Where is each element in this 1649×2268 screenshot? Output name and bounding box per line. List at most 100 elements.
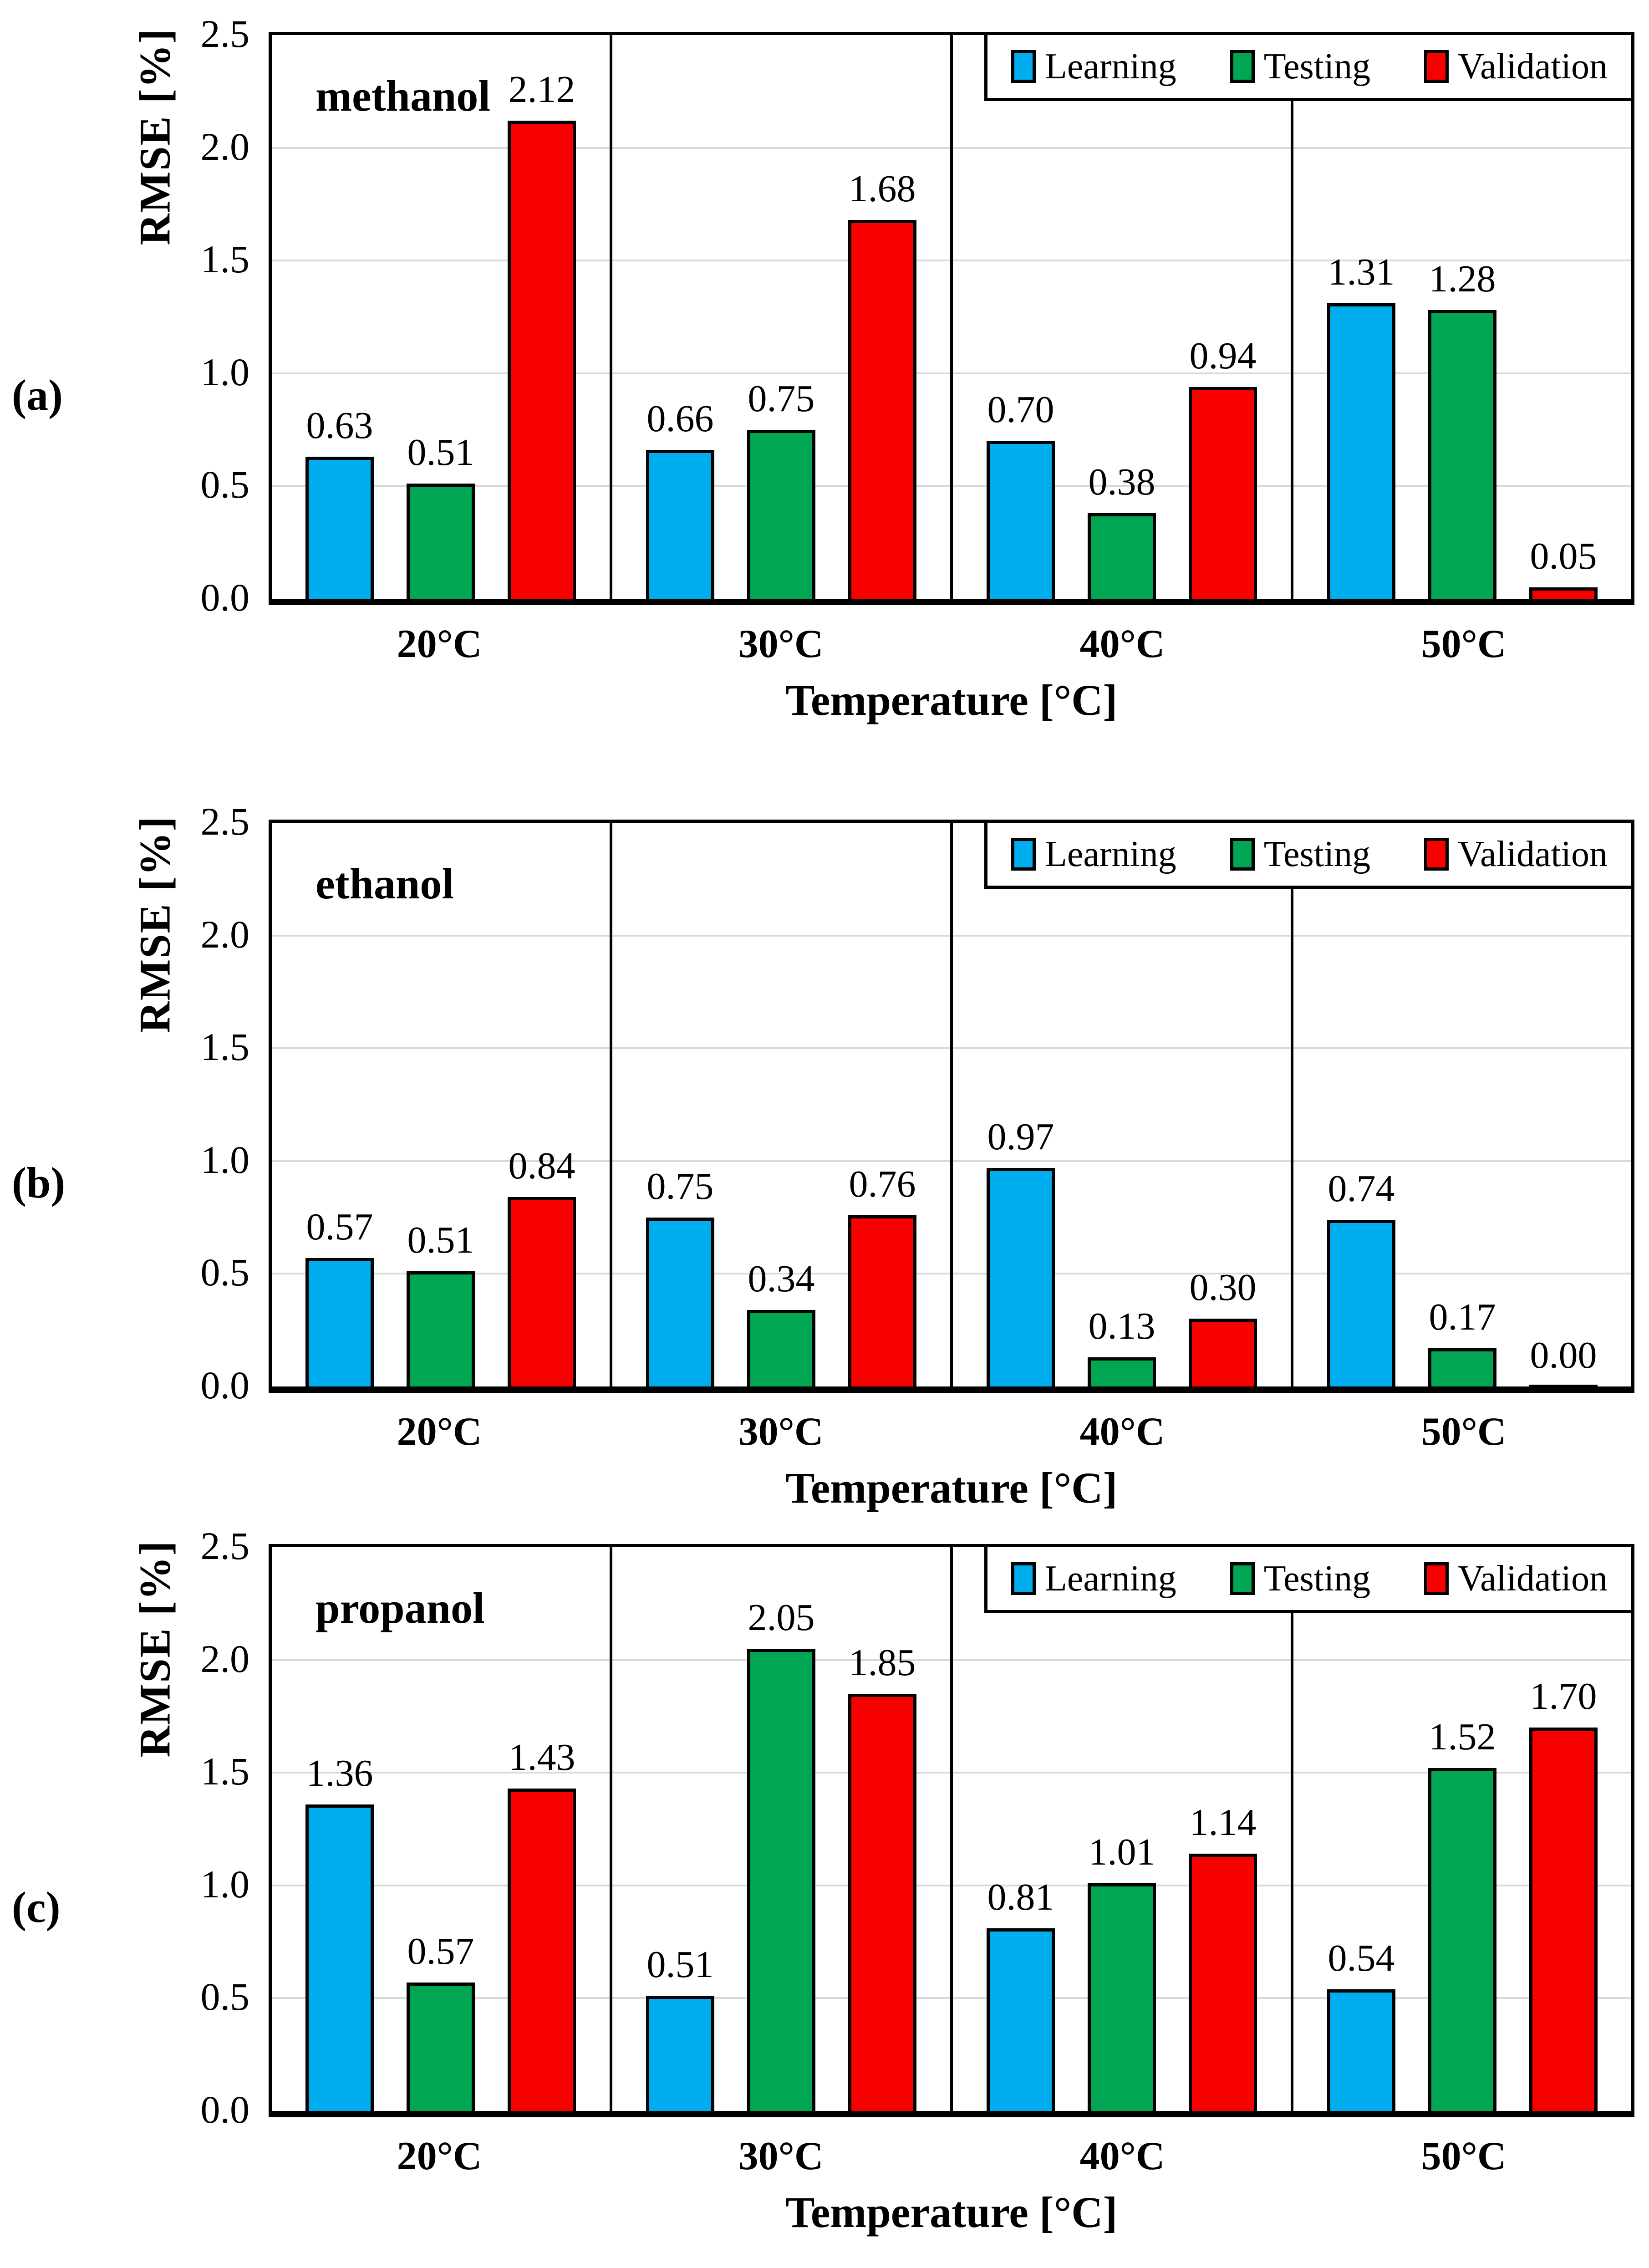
bar-learning-20c	[305, 457, 374, 599]
bar-group-20c: 0.63 0.51 2.12	[272, 35, 612, 599]
legend-swatch-testing	[1230, 1562, 1255, 1595]
legend-item-validation: Validation	[1424, 834, 1608, 875]
bar-value-label: 0.51	[407, 431, 474, 474]
bar-validation-20c	[508, 1197, 576, 1386]
bar-testing-30c	[747, 1310, 815, 1386]
bar-value-label: 1.36	[306, 1752, 373, 1794]
legend-label: Testing	[1263, 46, 1371, 87]
legend-swatch-learning	[1011, 1562, 1036, 1595]
bar-learning-40c	[987, 1168, 1055, 1386]
y-tick-label: 2.0	[200, 125, 250, 168]
bar-value-label: 0.51	[407, 1219, 474, 1261]
bar-group-40c: 0.97 0.13 0.30	[953, 823, 1293, 1386]
y-tick-label: 0.5	[200, 1975, 250, 2018]
y-tick-label: 2.5	[200, 800, 250, 843]
legend-swatch-validation	[1424, 50, 1449, 83]
panel-label-c: (c)	[12, 1883, 61, 1932]
bar-value-label: 1.70	[1530, 1675, 1597, 1718]
x-tick-label: 30°C	[738, 622, 824, 666]
bar-value-label: 0.57	[306, 1206, 373, 1248]
bar-learning-40c	[987, 1928, 1055, 2111]
bar-value-label: 0.34	[748, 1258, 815, 1300]
chart-panel-ethanol: (b) RMSE [%] 0.57 0.51 0.84 0.75 0.34 0.76 0.9…	[0, 788, 1649, 1544]
bar-validation-50c	[1529, 1385, 1598, 1386]
legend-label: Learning	[1045, 46, 1176, 87]
bar-testing-20c	[407, 1983, 475, 2111]
x-axis-title: Temperature [°C]	[785, 1463, 1118, 1512]
bar-testing-40c	[1088, 1883, 1156, 2111]
bar-value-label: 2.12	[508, 68, 575, 111]
legend-label: Testing	[1263, 1558, 1371, 1599]
bar-value-label: 0.75	[646, 1165, 714, 1208]
x-tick-label: 50°C	[1421, 1410, 1506, 1454]
bar-value-label: 0.05	[1530, 535, 1597, 577]
bar-learning-20c	[305, 1804, 374, 2111]
x-tick-label: 20°C	[397, 1410, 482, 1454]
legend-label: Validation	[1458, 46, 1608, 87]
bar-validation-40c	[1189, 1854, 1257, 2111]
legend: Learning Testing Validation	[984, 820, 1634, 889]
legend-item-validation: Validation	[1424, 1558, 1608, 1600]
y-tick-label: 2.5	[200, 12, 250, 56]
bar-value-label: 0.30	[1189, 1266, 1257, 1309]
bar-validation-30c	[848, 1215, 916, 1386]
bar-value-label: 0.94	[1189, 335, 1257, 377]
bar-value-label: 0.51	[646, 1943, 714, 1986]
legend: Learning Testing Validation	[984, 32, 1634, 101]
x-tick-label: 30°C	[738, 2134, 824, 2178]
bar-value-label: 0.70	[987, 388, 1054, 431]
legend-label: Learning	[1045, 834, 1176, 874]
bar-testing-20c	[407, 484, 475, 599]
bar-learning-30c	[646, 1218, 714, 1386]
y-tick-label: 1.5	[200, 1749, 250, 1793]
y-tick-label: 0.5	[200, 463, 250, 506]
x-tick-label: 20°C	[397, 2134, 482, 2178]
legend-item-validation: Validation	[1424, 46, 1608, 87]
chart-panel-propanol: (c) RMSE [%] 1.36 0.57 1.43 0.51 2.05 1.85 0.8…	[0, 1512, 1649, 2268]
bar-value-label: 0.75	[748, 377, 815, 420]
chart-panel-methanol: (a) RMSE [%] 0.63 0.51 2.12 0.66 0.75 1.68 0.7…	[0, 0, 1649, 756]
x-tick-label: 50°C	[1421, 622, 1506, 666]
y-tick-label: 2.5	[200, 1524, 250, 1568]
panel-label-b: (b)	[12, 1158, 66, 1207]
x-tick-label: 40°C	[1079, 2134, 1165, 2178]
y-tick-label: 0.0	[200, 576, 250, 619]
bar-group-50c: 1.31 1.28 0.05	[1293, 35, 1631, 599]
bar-validation-30c	[848, 1694, 916, 2111]
bar-value-label: 1.01	[1088, 1831, 1155, 1873]
bar-validation-40c	[1189, 1319, 1257, 1386]
bar-value-label: 0.76	[849, 1163, 916, 1205]
bar-group-30c: 0.75 0.34 0.76	[612, 823, 953, 1386]
bar-value-label: 0.74	[1328, 1167, 1395, 1210]
bar-groups: 0.63 0.51 2.12 0.66 0.75 1.68 0.70 0.38 0.94 1.31…	[272, 35, 1631, 599]
bar-validation-50c	[1529, 1728, 1598, 2111]
y-tick-label: 0.0	[200, 1363, 250, 1407]
bar-testing-40c	[1088, 1357, 1156, 1386]
bar-testing-50c	[1428, 1348, 1496, 1386]
bar-testing-40c	[1088, 513, 1156, 599]
bar-value-label: 0.00	[1530, 1334, 1597, 1376]
legend-label: Testing	[1263, 834, 1371, 874]
bar-learning-30c	[646, 450, 714, 599]
y-tick-label: 1.5	[200, 1025, 250, 1069]
chart-title: ethanol	[316, 859, 454, 908]
x-tick-label: 40°C	[1079, 622, 1165, 666]
legend-label: Validation	[1458, 1558, 1608, 1599]
bar-value-label: 1.14	[1189, 1801, 1257, 1844]
legend-swatch-learning	[1011, 838, 1036, 871]
legend-item-learning: Learning	[1011, 834, 1176, 875]
bar-testing-20c	[407, 1271, 475, 1386]
plot-area: 0.63 0.51 2.12 0.66 0.75 1.68 0.70 0.38 0.94 1.31…	[269, 32, 1634, 605]
bar-value-label: 0.57	[407, 1930, 474, 1972]
bar-group-40c: 0.81 1.01 1.14	[953, 1547, 1293, 2111]
bar-testing-30c	[747, 430, 815, 599]
x-axis-title: Temperature [°C]	[785, 2188, 1118, 2237]
bar-value-label: 1.68	[849, 168, 916, 210]
legend-item-learning: Learning	[1011, 46, 1176, 87]
bar-group-50c: 0.74 0.17 0.00	[1293, 823, 1631, 1386]
bar-value-label: 1.85	[849, 1641, 916, 1684]
bar-group-30c: 0.51 2.05 1.85	[612, 1547, 953, 2111]
legend-item-testing: Testing	[1230, 1558, 1370, 1600]
bar-learning-50c	[1327, 1220, 1395, 1386]
bar-value-label: 2.05	[748, 1596, 815, 1639]
